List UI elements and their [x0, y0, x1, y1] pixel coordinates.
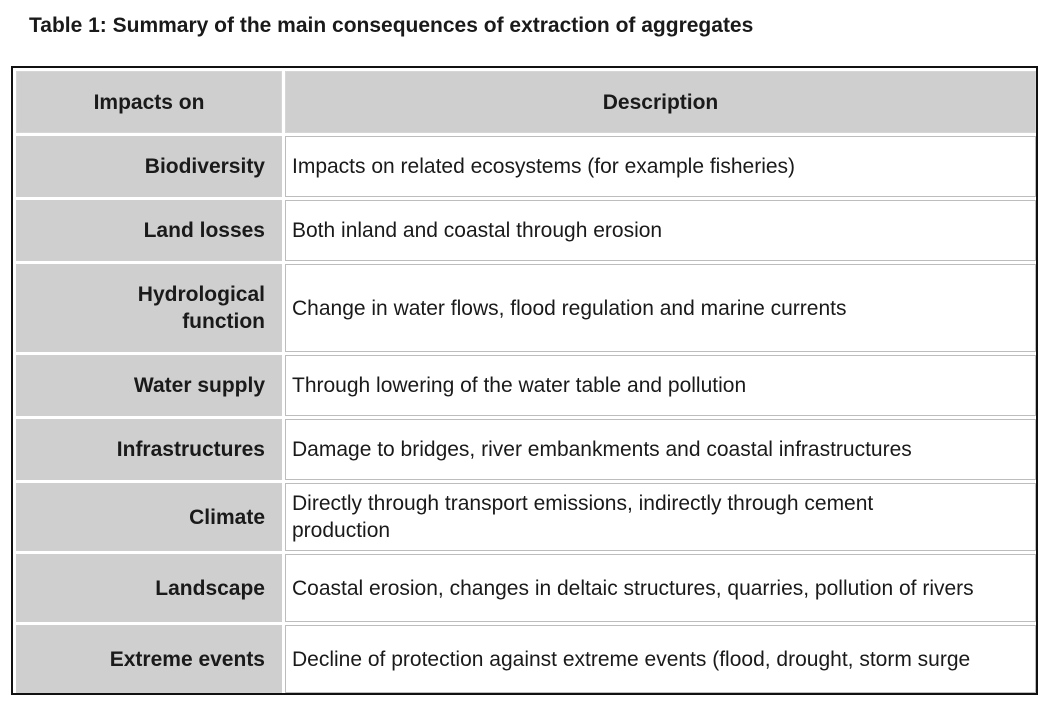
- impact-label: Water supply: [16, 355, 282, 416]
- impact-description: Impacts on related ecosystems (for examp…: [285, 136, 1036, 197]
- impact-description-text: Directly through transport emissions, in…: [292, 492, 874, 542]
- table-row: Water supply Through lowering of the wat…: [16, 355, 1036, 416]
- impact-label: Hydrological function: [16, 264, 282, 352]
- impact-table: Impacts on Description Biodiversity Impa…: [13, 68, 1039, 696]
- table-row: Landscape Coastal erosion, changes in de…: [16, 554, 1036, 622]
- impact-label: Infrastructures: [16, 419, 282, 480]
- impact-label: Land losses: [16, 200, 282, 261]
- impact-label-text: Hydrological function: [137, 283, 265, 333]
- impact-label: Landscape: [16, 554, 282, 622]
- table-caption: Table 1: Summary of the main consequence…: [29, 14, 754, 37]
- impact-description-text: Decline of protection against extreme ev…: [292, 647, 971, 671]
- table-row: Extreme events Decline of protection aga…: [16, 625, 1036, 693]
- impact-label: Extreme events: [16, 625, 282, 693]
- impact-description: Damage to bridges, river embankments and…: [285, 419, 1036, 480]
- header-impacts-on: Impacts on: [16, 71, 282, 133]
- table-row: Biodiversity Impacts on related ecosyste…: [16, 136, 1036, 197]
- aggregates-impact-table: Impacts on Description Biodiversity Impa…: [11, 66, 1038, 695]
- impact-description: Coastal erosion, changes in deltaic stru…: [285, 554, 1036, 622]
- impact-description: Decline of protection against extreme ev…: [285, 625, 1036, 693]
- table-row: Hydrological function Change in water fl…: [16, 264, 1036, 352]
- table-row: Infrastructures Damage to bridges, river…: [16, 419, 1036, 480]
- table-row: Climate Directly through transport emiss…: [16, 483, 1036, 551]
- header-description: Description: [285, 71, 1036, 133]
- impact-description: Through lowering of the water table and …: [285, 355, 1036, 416]
- impact-label: Climate: [16, 483, 282, 551]
- impact-label: Biodiversity: [16, 136, 282, 197]
- impact-description: Both inland and coastal through erosion: [285, 200, 1036, 261]
- table-row: Land losses Both inland and coastal thro…: [16, 200, 1036, 261]
- impact-description-text: Coastal erosion, changes in deltaic stru…: [292, 576, 974, 600]
- impact-description: Directly through transport emissions, in…: [285, 483, 1036, 551]
- impact-description: Change in water flows, flood regulation …: [285, 264, 1036, 352]
